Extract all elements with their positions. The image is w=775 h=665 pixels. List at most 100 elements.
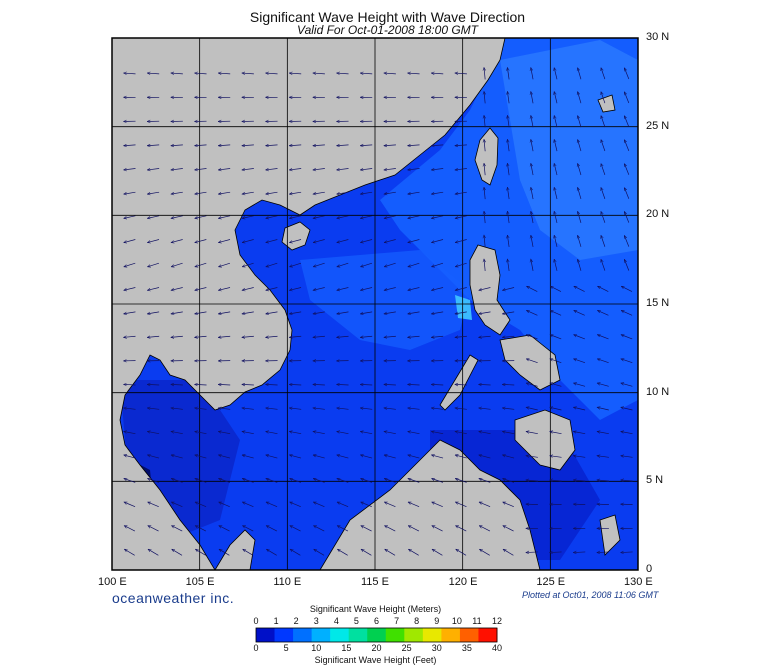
wave-direction-arrow xyxy=(526,383,538,387)
wave-direction-arrow xyxy=(147,239,160,243)
wave-direction-arrow xyxy=(484,211,485,224)
wave-direction-arrow xyxy=(242,239,254,243)
colorbar-feet-tick: 35 xyxy=(461,643,472,653)
wave-direction-arrow xyxy=(360,384,373,385)
wave-direction-arrow xyxy=(431,73,444,74)
wave-direction-arrow xyxy=(408,384,420,385)
wave-direction-arrow xyxy=(313,502,325,508)
wave-direction-arrow xyxy=(624,212,630,223)
wave-direction-arrow xyxy=(289,408,302,409)
wave-direction-arrow xyxy=(313,145,325,146)
wave-direction-arrow xyxy=(266,431,278,435)
wave-direction-arrow xyxy=(408,479,420,483)
wave-direction-arrow xyxy=(573,504,586,505)
wave-direction-arrow xyxy=(550,456,562,458)
colorbar-frame xyxy=(255,627,498,643)
wave-direction-arrow xyxy=(195,431,207,435)
colorbar-swatch xyxy=(441,628,461,642)
wave-direction-arrow xyxy=(621,504,633,505)
wave-direction-arrow xyxy=(526,480,538,481)
longitude-tick-label: 105 E xyxy=(185,576,215,588)
wave-direction-arrow xyxy=(266,502,278,508)
wave-direction-arrow xyxy=(124,479,136,483)
wave-direction-arrow xyxy=(574,359,586,363)
wave-direction-arrow xyxy=(337,145,349,146)
wave-direction-arrow xyxy=(266,145,278,146)
wave-direction-arrow xyxy=(531,115,534,128)
colorbar-swatch xyxy=(274,628,294,642)
wave-direction-arrow xyxy=(218,384,231,385)
wave-direction-arrow xyxy=(578,140,582,152)
colorbar-feet-title: Significant Wave Height (Feet) xyxy=(314,655,437,665)
wave-direction-arrow xyxy=(337,479,349,483)
wave-direction-arrow xyxy=(455,262,467,267)
latitude-tick-label: 20 N xyxy=(646,208,670,221)
wave-direction-arrow xyxy=(313,215,325,219)
wave-direction-arrow xyxy=(242,169,254,170)
wave-direction-arrow xyxy=(455,408,467,409)
wave-direction-arrow xyxy=(147,169,160,170)
wave-direction-arrow xyxy=(484,139,485,152)
longitude-tick-label: 125 E xyxy=(536,576,566,588)
wave-direction-arrow xyxy=(601,187,606,199)
wave-direction-arrow xyxy=(431,311,444,314)
wave-direction-arrow xyxy=(408,215,420,219)
latitude-tick-label: 15 N xyxy=(646,297,670,309)
wave-direction-arrow xyxy=(290,262,302,267)
wave-direction-arrow xyxy=(408,145,420,146)
wave-direction-arrow xyxy=(507,68,510,80)
wave-direction-arrow xyxy=(408,455,420,459)
wave-direction-arrow xyxy=(601,140,606,152)
wave-direction-arrow xyxy=(597,335,609,340)
wave-direction-arrow xyxy=(242,479,254,483)
wave-direction-arrow xyxy=(266,384,278,385)
wave-direction-arrow xyxy=(624,68,630,80)
wave-direction-arrow xyxy=(578,187,582,200)
colorbar-meters-tick: 4 xyxy=(333,616,339,626)
wave-direction-arrow xyxy=(484,235,485,248)
colorbar-meters-tick: 0 xyxy=(253,616,259,626)
wave-direction-arrow xyxy=(195,215,207,219)
wave-direction-arrow xyxy=(290,525,301,532)
wave-direction-arrow xyxy=(431,431,444,435)
wave-direction-arrow xyxy=(408,525,420,532)
wave-direction-arrow xyxy=(574,285,585,292)
wave-direction-arrow xyxy=(360,287,373,291)
wave-direction-arrow xyxy=(408,262,420,267)
wave-direction-arrow xyxy=(455,169,467,170)
wave-direction-arrow xyxy=(384,262,396,267)
wave-direction-arrow xyxy=(313,384,325,385)
wave-direction-arrow xyxy=(601,235,606,247)
wave-direction-arrow xyxy=(621,359,633,363)
wave-direction-arrow xyxy=(455,336,467,337)
wave-direction-arrow xyxy=(408,73,420,74)
wave-direction-arrow xyxy=(266,169,278,170)
wave-direction-arrow xyxy=(147,431,160,435)
wave-direction-arrow xyxy=(408,549,419,556)
longitude-tick-label: 100 E xyxy=(98,576,127,588)
wave-direction-arrow xyxy=(507,259,510,271)
wave-direction-arrow xyxy=(195,336,207,337)
wave-direction-arrow xyxy=(554,187,558,200)
wave-direction-arrow xyxy=(218,336,231,337)
colorbar-feet-tick: 30 xyxy=(431,643,442,653)
wave-direction-arrow xyxy=(526,359,538,363)
wave-direction-arrow xyxy=(337,239,349,243)
wave-direction-arrow xyxy=(503,479,515,483)
wave-direction-arrow xyxy=(484,259,485,271)
colorbar-feet-tick: 20 xyxy=(371,643,382,653)
wave-direction-arrow xyxy=(195,262,207,267)
wave-direction-arrow xyxy=(621,407,633,411)
wave-direction-arrow xyxy=(484,163,485,176)
wave-direction-arrow xyxy=(266,215,278,219)
wave-direction-arrow xyxy=(455,239,467,243)
wave-direction-arrow xyxy=(242,384,254,385)
wave-direction-arrow xyxy=(195,384,207,385)
wave-direction-arrow xyxy=(195,287,207,291)
wave-direction-arrow xyxy=(554,68,558,80)
wave-direction-arrow xyxy=(171,384,183,385)
wave-direction-arrow xyxy=(624,259,630,271)
wave-direction-arrow xyxy=(455,73,467,74)
wave-direction-arrow xyxy=(313,408,325,409)
wave-direction-arrow xyxy=(503,549,514,556)
